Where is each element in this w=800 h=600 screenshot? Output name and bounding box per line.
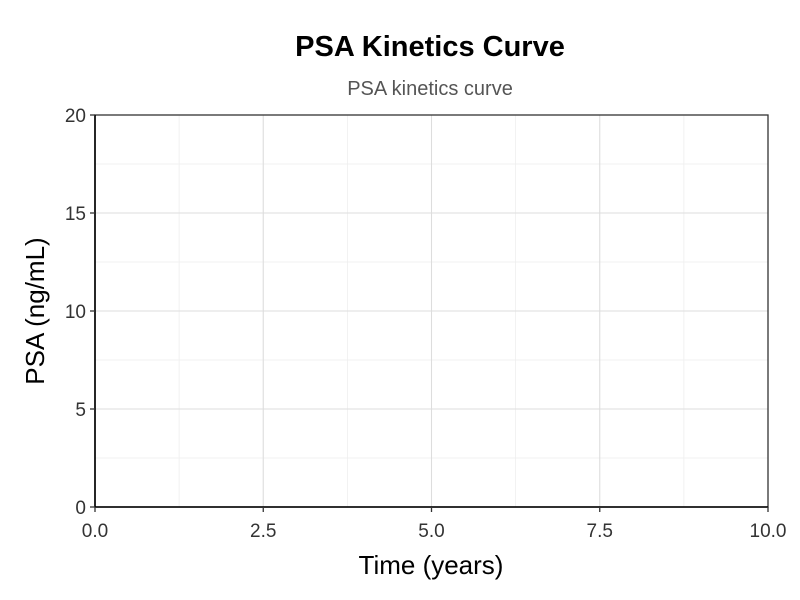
x-tick-label: 2.5 bbox=[250, 521, 276, 542]
chart-subtitle: PSA kinetics curve bbox=[347, 78, 513, 100]
y-tick-label: 0 bbox=[75, 498, 86, 519]
axes: 0.0 2.5 5.0 7.5 10.0 0 5 10 15 20 bbox=[65, 106, 787, 542]
x-tick-label: 7.5 bbox=[587, 521, 613, 542]
x-tick-label: 5.0 bbox=[418, 521, 444, 542]
y-axis-title: PSA (ng/mL) bbox=[20, 237, 50, 384]
chart-title: PSA Kinetics Curve bbox=[295, 31, 565, 63]
y-tick-label: 5 bbox=[75, 400, 86, 421]
y-tick-label: 10 bbox=[65, 302, 86, 323]
x-tick-label: 0.0 bbox=[82, 521, 108, 542]
x-tick-label: 10.0 bbox=[750, 521, 787, 542]
x-axis-title: Time (years) bbox=[359, 550, 504, 580]
y-tick-label: 15 bbox=[65, 204, 86, 225]
grid bbox=[94, 114, 769, 508]
y-tick-label: 20 bbox=[65, 106, 86, 127]
